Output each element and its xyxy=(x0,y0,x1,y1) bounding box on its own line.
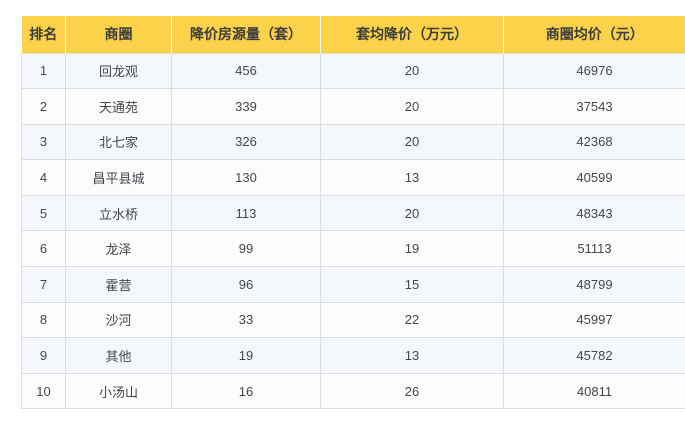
cell-district: 霍营 xyxy=(65,266,172,303)
cell-listings: 113 xyxy=(171,194,321,232)
table-header: 排名 商圈 降价房源量（套） 套均降价（万元） 商圈均价（元） xyxy=(21,16,685,53)
cell-listings: 19 xyxy=(171,337,321,374)
table-row: 6 龙泽 99 19 51113 xyxy=(21,230,685,268)
cell-listings: 339 xyxy=(171,88,321,125)
column-header-avg-cut: 套均降价（万元） xyxy=(320,16,504,53)
cell-avg_price: 48799 xyxy=(503,266,685,303)
cell-avg_cut: 20 xyxy=(320,123,504,161)
cell-avg_price: 48343 xyxy=(503,194,685,232)
table-body: 1 回龙观 456 20 46976 2 天通苑 339 20 37543 3 北七家 326 20 423… xyxy=(21,52,685,410)
cell-listings: 16 xyxy=(171,372,321,410)
cell-avg_cut: 20 xyxy=(320,52,504,90)
district-price-ranking-table: 排名 商圈 降价房源量（套） 套均降价（万元） 商圈均价（元） 1 回龙观 456 2… xyxy=(21,16,685,410)
cell-avg_cut: 19 xyxy=(320,230,504,268)
cell-avg_price: 40811 xyxy=(503,372,685,410)
cell-rank: 7 xyxy=(21,266,66,303)
cell-rank: 10 xyxy=(21,372,66,410)
cell-district: 龙泽 xyxy=(65,230,172,268)
column-header-rank: 排名 xyxy=(21,16,66,53)
table-row: 8 沙河 33 22 45997 xyxy=(21,301,685,339)
cell-district: 昌平县城 xyxy=(65,159,172,196)
cell-listings: 99 xyxy=(171,230,321,268)
cell-avg_cut: 22 xyxy=(320,301,504,339)
cell-avg_price: 40599 xyxy=(503,159,685,196)
cell-listings: 96 xyxy=(171,266,321,303)
district-price-ranking-table-wrap: 排名 商圈 降价房源量（套） 套均降价（万元） 商圈均价（元） 1 回龙观 456 2… xyxy=(21,16,685,410)
cell-avg_cut: 20 xyxy=(320,88,504,125)
cell-avg_cut: 20 xyxy=(320,194,504,232)
cell-avg_price: 46976 xyxy=(503,52,685,90)
cell-avg_cut: 26 xyxy=(320,372,504,410)
table-row: 5 立水桥 113 20 48343 xyxy=(21,194,685,232)
cell-rank: 3 xyxy=(21,123,66,161)
cell-district: 沙河 xyxy=(65,301,172,339)
cell-avg_price: 42368 xyxy=(503,123,685,161)
header-row: 排名 商圈 降价房源量（套） 套均降价（万元） 商圈均价（元） xyxy=(21,16,685,53)
cell-rank: 5 xyxy=(21,194,66,232)
cell-avg_price: 45782 xyxy=(503,337,685,374)
cell-district: 回龙观 xyxy=(65,52,172,90)
cell-avg_cut: 13 xyxy=(320,337,504,374)
column-header-district: 商圈 xyxy=(65,16,172,53)
cell-district: 北七家 xyxy=(65,123,172,161)
table-row: 1 回龙观 456 20 46976 xyxy=(21,52,685,90)
cell-district: 天通苑 xyxy=(65,88,172,125)
table-row: 4 昌平县城 130 13 40599 xyxy=(21,159,685,196)
cell-district: 其他 xyxy=(65,337,172,374)
cell-rank: 9 xyxy=(21,337,66,374)
table-row: 10 小汤山 16 26 40811 xyxy=(21,372,685,410)
cell-avg_cut: 13 xyxy=(320,159,504,196)
table-row: 9 其他 19 13 45782 xyxy=(21,337,685,374)
column-header-listings: 降价房源量（套） xyxy=(171,16,321,53)
table-row: 7 霍营 96 15 48799 xyxy=(21,266,685,303)
cell-listings: 33 xyxy=(171,301,321,339)
table-row: 3 北七家 326 20 42368 xyxy=(21,123,685,161)
cell-rank: 1 xyxy=(21,52,66,90)
cell-avg_price: 37543 xyxy=(503,88,685,125)
cell-avg_price: 45997 xyxy=(503,301,685,339)
cell-listings: 326 xyxy=(171,123,321,161)
cell-rank: 6 xyxy=(21,230,66,268)
cell-district: 立水桥 xyxy=(65,194,172,232)
cell-rank: 8 xyxy=(21,301,66,339)
cell-listings: 130 xyxy=(171,159,321,196)
column-header-avg-price: 商圈均价（元） xyxy=(503,16,685,53)
cell-avg_cut: 15 xyxy=(320,266,504,303)
cell-rank: 4 xyxy=(21,159,66,196)
cell-avg_price: 51113 xyxy=(503,230,685,268)
cell-listings: 456 xyxy=(171,52,321,90)
table-row: 2 天通苑 339 20 37543 xyxy=(21,88,685,125)
cell-district: 小汤山 xyxy=(65,372,172,410)
cell-rank: 2 xyxy=(21,88,66,125)
